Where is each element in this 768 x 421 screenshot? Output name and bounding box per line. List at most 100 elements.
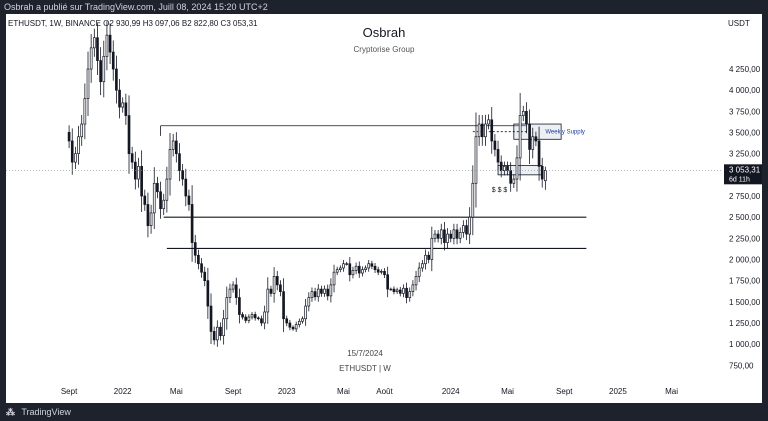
- weekly-supply-label: Weekly Supply: [545, 130, 585, 136]
- y-tick-label: 4 000,00: [729, 86, 761, 95]
- candle-body: [408, 291, 412, 298]
- candle-body: [96, 37, 99, 61]
- y-tick-label: 2 500,00: [729, 213, 761, 222]
- candle-body: [471, 182, 475, 218]
- candle-body: [130, 153, 134, 163]
- candle-body: [380, 270, 383, 273]
- candle-body: [206, 280, 210, 307]
- candle-body: [411, 284, 415, 293]
- candle-body: [499, 161, 503, 171]
- candle-body: [190, 204, 194, 243]
- candle-body: [216, 326, 219, 341]
- candle-body: [80, 123, 84, 138]
- candle-body: [228, 288, 232, 298]
- candle-body: [108, 34, 112, 53]
- y-tick-label: 1 750,00: [729, 277, 761, 286]
- candle-body: [67, 131, 71, 142]
- candle-body: [149, 212, 153, 226]
- candle-body: [480, 123, 484, 138]
- candle-body: [474, 136, 478, 184]
- candle-body: [184, 178, 188, 197]
- candle-body: [304, 305, 307, 320]
- publish-info: Osbrah a publié sur TradingView.com, Jui…: [4, 2, 268, 12]
- footer-brand: TradingView: [21, 407, 71, 417]
- candle-body: [231, 284, 235, 290]
- candle-body: [102, 55, 106, 83]
- candle-body: [146, 204, 150, 226]
- current-price-countdown: 6d 11h: [729, 176, 750, 183]
- y-tick-label: 2 250,00: [729, 234, 761, 243]
- candle-body: [86, 68, 90, 100]
- candle-body: [89, 47, 93, 70]
- candle-body: [342, 263, 345, 269]
- candle-body: [140, 166, 143, 197]
- candle-body: [544, 170, 547, 182]
- candle-body: [443, 229, 446, 243]
- x-tick-label: Mai: [501, 387, 514, 396]
- candle-body: [515, 157, 519, 180]
- candle-body: [490, 119, 494, 142]
- candle-body: [430, 237, 434, 260]
- watermark-date: 15/7/2024: [347, 349, 383, 358]
- x-tick-label: 2023: [278, 387, 296, 396]
- candle-body: [367, 263, 371, 269]
- candle-body: [433, 233, 437, 239]
- candle-body: [386, 274, 389, 290]
- x-tick-label: 2022: [114, 387, 132, 396]
- x-tick-label: 2025: [609, 387, 627, 396]
- candle-body: [200, 263, 203, 273]
- candle-body: [436, 233, 440, 239]
- candle-body: [525, 110, 528, 125]
- x-tick-label: 2024: [442, 387, 460, 396]
- y-tick-label: 1 500,00: [729, 298, 761, 307]
- candle-body: [487, 119, 490, 125]
- candle-body: [124, 102, 128, 116]
- candle-body: [477, 123, 481, 138]
- candle-body: [241, 314, 244, 318]
- y-tick-label: 1 000,00: [729, 340, 761, 349]
- candle-body: [345, 263, 348, 265]
- watermark-symbol: ETHUSDT | W: [339, 364, 391, 373]
- y-tick-label: 2 750,00: [729, 192, 761, 201]
- footer-bar[interactable]: ⁂ TradingView: [0, 403, 768, 421]
- candle-body: [310, 291, 314, 298]
- candle-body: [203, 271, 207, 282]
- candle-body: [238, 297, 241, 315]
- candle-body: [320, 288, 323, 294]
- symbol-info: ETHUSDT, 1W, BINANCE O2 930,99 H3 097,06…: [8, 19, 258, 28]
- candle-body: [446, 233, 449, 243]
- candle-body: [357, 265, 361, 274]
- candle-body: [449, 233, 453, 239]
- candle-body: [209, 305, 213, 332]
- candle-body: [77, 136, 80, 155]
- candle-body: [294, 324, 298, 330]
- candle-body: [212, 331, 216, 341]
- candle-body: [307, 297, 311, 307]
- candle-body: [247, 316, 251, 321]
- y-tick-label: 4 250,00: [729, 65, 761, 74]
- candle-body: [439, 229, 443, 239]
- candle-body: [484, 123, 487, 138]
- dollar-signs-annotation: $ $ $: [492, 187, 508, 194]
- candle-body: [288, 322, 292, 328]
- candle-body: [269, 288, 273, 294]
- candle-body: [361, 269, 364, 274]
- candle-body: [339, 267, 342, 270]
- candle-body: [383, 270, 386, 276]
- candle-body: [421, 263, 424, 269]
- candle-body: [118, 89, 121, 108]
- candle-body: [452, 229, 456, 239]
- candle-body: [455, 229, 459, 239]
- candle-body: [427, 254, 430, 260]
- candle-body: [162, 199, 166, 210]
- y-tick-label: 3 500,00: [729, 129, 761, 138]
- candle-body: [156, 182, 159, 193]
- candle-body: [174, 140, 178, 155]
- y-tick-label: 1 250,00: [729, 319, 761, 328]
- candle-body: [376, 269, 380, 273]
- candle-body: [279, 284, 282, 293]
- candle-body: [165, 178, 169, 201]
- candle-body: [395, 289, 399, 293]
- candle-body: [92, 37, 96, 49]
